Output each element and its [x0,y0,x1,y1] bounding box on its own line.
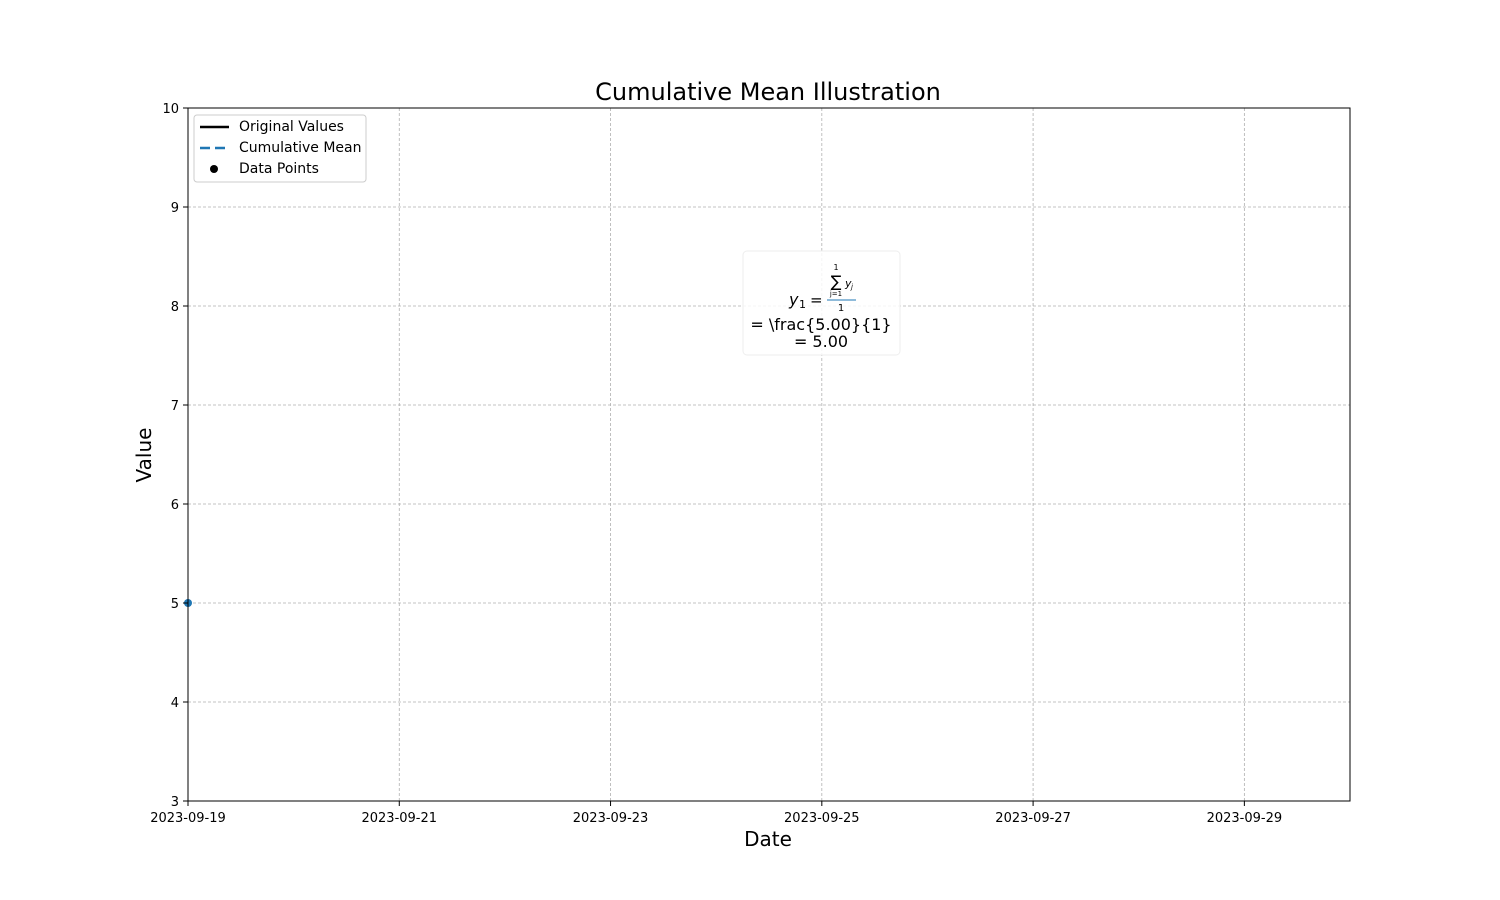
y-tick-label: 4 [171,696,179,711]
formula-equals: = [810,291,823,309]
plot-area [188,108,1350,801]
legend-data-points-label: Data Points [239,161,319,177]
formula-sum-lower: j=1 [829,290,842,298]
y-tick-label: 8 [171,300,179,315]
annotation-line-3: = 5.00 [794,332,848,351]
chart-title: Cumulative Mean Illustration [595,78,941,106]
formula-sum-upper: 1 [833,263,838,272]
y-tick-label: 9 [171,201,179,216]
x-tick-label: 2023-09-23 [573,811,649,826]
annotation-box [742,250,901,356]
formula-sum-symbol: ∑ [831,272,842,291]
legend-cumulative-mean-label: Cumulative Mean [239,140,362,156]
annotation-formula: y 1 = 1 ∑ j=1 y j 1 [788,263,856,314]
annotation-line-2: = \frac{5.00}{1} [750,315,891,334]
legend-box [193,114,367,183]
y-tick-label: 3 [171,795,179,810]
legend: Original Values Cumulative Mean Data Poi… [193,114,367,183]
cumulative-mean-annotation: y 1 = 1 ∑ j=1 y j 1 = \frac{5.00}{1} = 5… [742,250,901,356]
legend-data-points-swatch [210,165,218,173]
formula-lhs-sub: 1 [799,298,806,311]
y-tick-label: 7 [171,399,179,414]
y-tick-label: 10 [162,102,179,117]
y-tick-label: 6 [171,498,179,513]
formula-lhs-var: y [788,290,799,309]
x-tick-label: 2023-09-27 [995,811,1071,826]
x-axis-label: Date [744,827,792,851]
y-axis-label: Value [132,428,156,483]
x-tick-label: 2023-09-25 [784,811,860,826]
legend-original-values-label: Original Values [239,119,344,135]
y-axis-ticks: 3 4 5 6 7 8 9 10 [162,102,188,810]
x-tick-label: 2023-09-21 [361,811,437,826]
x-axis-ticks: 2023-09-19 2023-09-21 2023-09-23 2023-09-25… [150,801,1282,826]
formula-summand-var: y [844,277,852,290]
x-tick-label: 2023-09-19 [150,811,226,826]
y-tick-label: 5 [171,597,179,612]
formula-summand-sub: j [850,283,853,291]
x-tick-label: 2023-09-29 [1207,811,1283,826]
plot-frame [187,107,1351,802]
formula-denominator: 1 [838,303,844,314]
